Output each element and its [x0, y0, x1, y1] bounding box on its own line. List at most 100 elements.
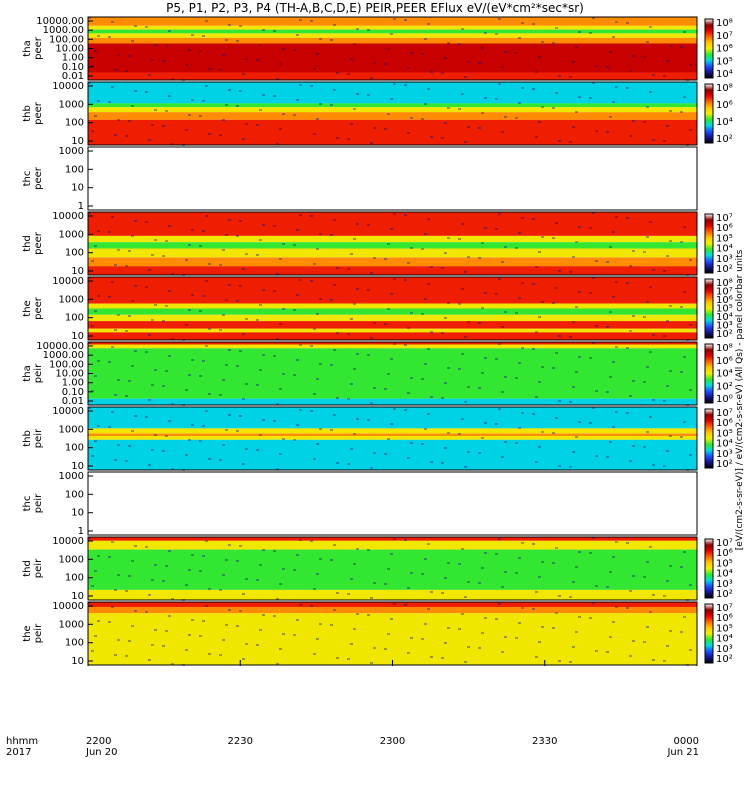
colorbar-tick-label: 10⁴: [716, 69, 733, 80]
panel-background: [88, 472, 697, 535]
colorbar-tick-label: 10²: [716, 381, 733, 392]
y-tick-label: 10.00: [55, 44, 84, 55]
colorbar-tick-label: 10⁸: [716, 83, 733, 94]
heatmap-band: [88, 398, 697, 405]
y-tick-label: 1000.00: [43, 350, 84, 361]
heatmap-band: [88, 613, 697, 665]
y-axis-label: thepeer: [22, 296, 44, 320]
heatmap-texture: [88, 277, 692, 341]
y-tick-label: 1000: [59, 619, 84, 630]
colorbar-tick-label: 10⁷: [716, 287, 733, 298]
heatmap-band: [88, 332, 697, 340]
y-tick-label: 0.01: [62, 71, 84, 82]
heatmap-band: [88, 248, 697, 258]
colorbar-tick-label: 10⁶: [716, 418, 733, 429]
colorbar-tick-label: 10⁵: [716, 623, 733, 634]
heatmap-band: [88, 112, 697, 120]
x-label-row-2: 2017: [6, 747, 31, 758]
panel-frame: [87, 471, 698, 536]
panel-frame: [87, 276, 698, 341]
right-axis-label: [eV/(cm2-s-sr-eV)] / eV/(cm2-s-sr-eV) (A…: [735, 249, 745, 550]
colorbar-tick-label: 10⁷: [716, 408, 733, 419]
heatmap-band: [88, 407, 697, 429]
y-tick-label: 10: [71, 508, 84, 519]
heatmap-band: [88, 436, 697, 440]
y-tick-label: 10000: [52, 211, 84, 222]
y-tick-label: 100: [65, 118, 84, 129]
colorbar-tick-label: 10⁴: [716, 369, 733, 380]
heatmap-band: [88, 428, 697, 434]
y-tick-label: 0.10: [62, 62, 84, 73]
y-tick-label: 1.00: [62, 53, 84, 64]
heatmap-band: [88, 602, 697, 607]
heatmap-band: [88, 235, 697, 243]
panels: 10000.001000.00100.0010.001.000.100.01th…: [22, 16, 733, 667]
heatmap-band: [88, 537, 697, 541]
colorbar-tick-label: 10⁸: [716, 18, 733, 29]
colorbar-tick-label: 10²: [716, 589, 733, 600]
panel-frame: [87, 536, 698, 601]
heatmap-band: [88, 589, 697, 600]
y-tick-label: 1000: [59, 294, 84, 305]
y-axis-label: thdpeer: [22, 231, 44, 255]
heatmap-band: [88, 37, 697, 44]
y-tick-label: 100.00: [49, 359, 84, 370]
y-axis-label: thapeir: [22, 363, 44, 383]
panel-background: [88, 147, 697, 210]
x-tick-time: 2200: [86, 736, 111, 747]
y-tick-label: 10: [71, 183, 84, 194]
heatmap-texture: [88, 537, 692, 601]
colorbar-tick-label: 10⁴: [716, 439, 733, 450]
heatmap-band: [88, 212, 697, 236]
x-tick-time: 2330: [532, 736, 557, 747]
y-tick-label: 10000: [52, 601, 84, 612]
heatmap-band: [88, 25, 697, 30]
colorbar-tick-label: 10⁶: [716, 548, 733, 559]
colorbar-tick-label: 10²: [716, 329, 733, 340]
y-tick-label: 1000: [59, 99, 84, 110]
x-tick-time: 2300: [380, 736, 405, 747]
colorbar-tick-label: 10⁶: [716, 223, 733, 234]
heatmap-band: [88, 242, 697, 249]
colorbar: [704, 278, 714, 339]
y-tick-label: 100: [65, 638, 84, 649]
y-axis-label: thbpeir: [22, 428, 44, 448]
colorbar-tick-label: 10⁴: [716, 569, 733, 580]
colorbar-tick-label: 10⁴: [716, 312, 733, 323]
colorbar: [704, 603, 714, 664]
y-tick-label: 10000: [52, 81, 84, 92]
y-tick-label: 100: [65, 443, 84, 454]
colorbar-tick-label: 10⁶: [716, 613, 733, 624]
colorbar-tick-label: 10²: [716, 264, 733, 275]
panel-frame: [87, 81, 698, 146]
heatmap-band: [88, 43, 697, 73]
colorbar-tick-label: 10⁷: [716, 603, 733, 614]
panel-thc-peer: 1000 100 10 1 thcpeer: [22, 146, 698, 212]
y-axis-label: thepeir: [22, 623, 44, 643]
y-tick-label: 0.01: [62, 396, 84, 407]
colorbar-tick-label: 10⁸: [716, 278, 733, 289]
y-tick-label: 100.00: [49, 34, 84, 45]
y-tick-label: 1000: [59, 554, 84, 565]
heatmap-band: [88, 342, 697, 345]
colorbar-tick-label: 10⁴: [716, 117, 733, 128]
y-tick-label: 10000.00: [36, 341, 84, 352]
y-tick-label: 1000: [59, 146, 84, 157]
y-tick-label: 100: [65, 313, 84, 324]
panel-frame: [87, 211, 698, 276]
colorbar-tick-label: 10⁶: [716, 295, 733, 306]
colorbar-tick-label: 10³: [716, 579, 733, 590]
y-tick-label: 10: [71, 591, 84, 602]
heatmap-texture: [88, 17, 692, 81]
panel-the-peer: 10000 1000 100 10 thepeer 10⁸10⁷10⁶10⁵10⁴10³1…: [22, 276, 733, 342]
panel-frame: [87, 146, 698, 211]
panel-thb-peer: 10000 1000 100 10 thbpeer 10⁸ 10⁶ 10⁴ 10²: [22, 81, 733, 147]
colorbar-tick-label: 10⁷: [716, 31, 733, 42]
colorbar: [704, 83, 714, 144]
panel-frame: [87, 406, 698, 471]
y-tick-label: 1.00: [62, 378, 84, 389]
